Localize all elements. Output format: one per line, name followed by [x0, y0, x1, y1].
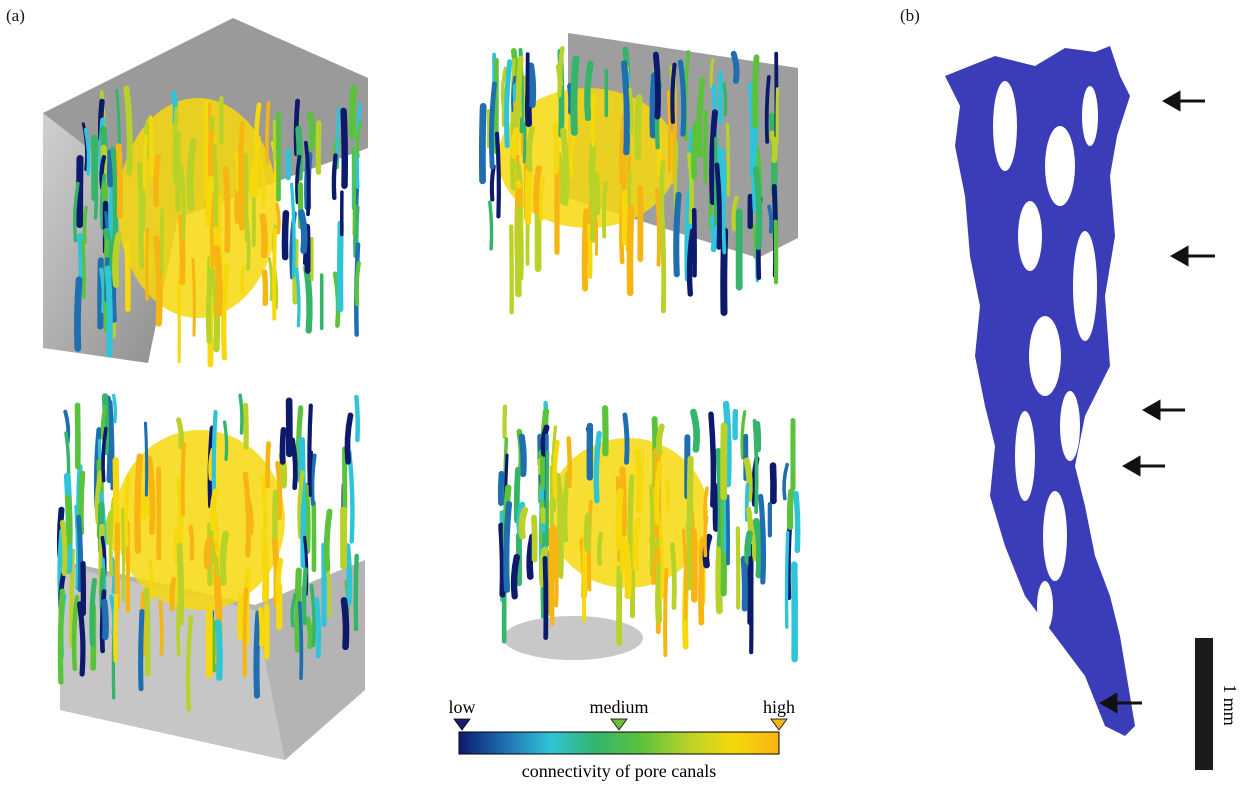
panel-a-label: (a) — [6, 6, 25, 25]
arrow-icon-1 — [1161, 90, 1205, 112]
medium-marker-icon — [610, 718, 628, 731]
scale-bar — [1195, 638, 1213, 770]
high-marker-icon — [770, 718, 788, 731]
isolated-pore-canal — [945, 46, 1135, 736]
arrow-icon-4 — [1121, 455, 1165, 477]
arrow-icon-3 — [1141, 399, 1185, 421]
colorbar-caption: connectivity of pore canals — [522, 761, 716, 781]
panel-b-label: (b) — [900, 6, 920, 25]
annotation-arrows — [1098, 90, 1215, 714]
arrow-icon-5 — [1098, 692, 1142, 714]
volume-render-top-right — [478, 33, 798, 316]
colorbar-low-label: low — [449, 697, 476, 717]
scale-bar-label-wrap: 1 mm — [1220, 684, 1240, 726]
volume-render-top-left — [43, 18, 368, 368]
colorbar-high-label: high — [763, 697, 795, 717]
colorbar-gradient — [458, 731, 780, 755]
arrow-icon-2 — [1169, 245, 1215, 267]
colorbar-medium-label: medium — [590, 697, 649, 717]
scale-bar-label: 1 mm — [1220, 684, 1240, 726]
volume-render-bottom-right — [497, 400, 801, 663]
connectivity-colorbar: low medium high connectivity of pore can… — [449, 697, 796, 781]
low-marker-icon — [453, 718, 471, 731]
volume-render-bottom-left — [56, 393, 365, 760]
